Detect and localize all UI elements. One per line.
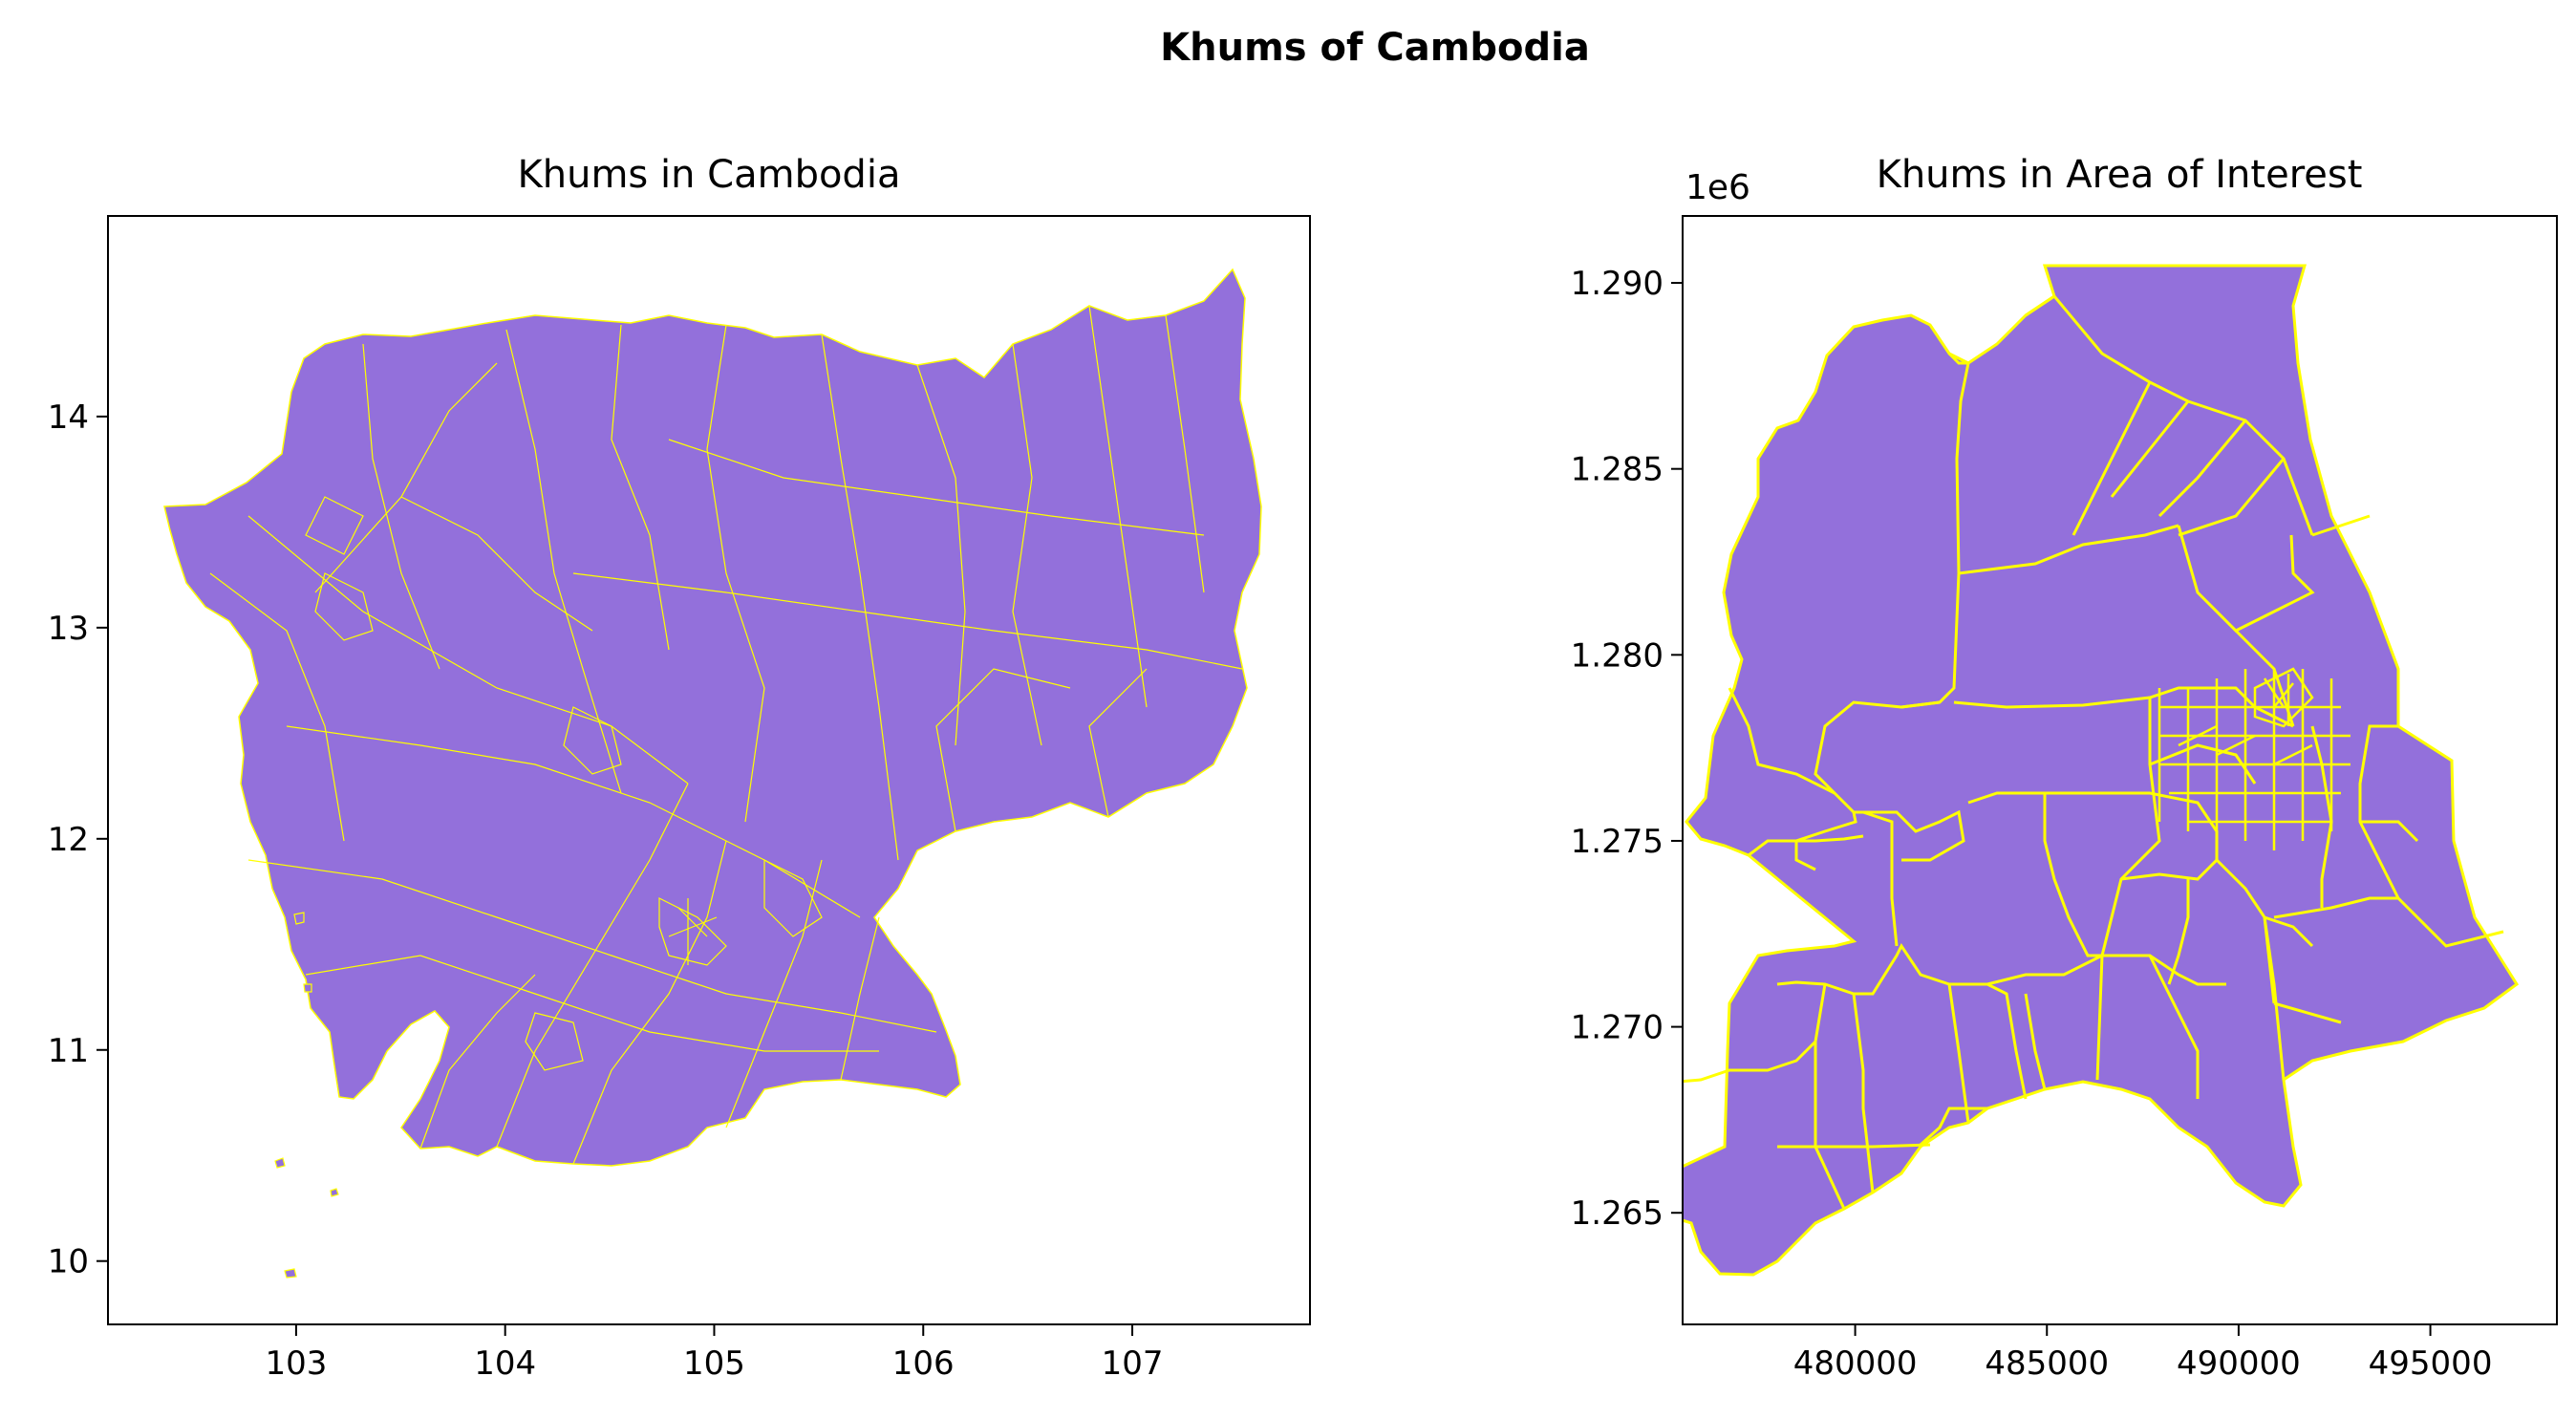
x-tick-label-cambodia: 104 — [474, 1344, 536, 1383]
map-area-of-interest — [1683, 264, 2520, 1277]
y-tick-label-aoi: 1.290 — [1571, 265, 1664, 303]
map-cambodia — [163, 268, 1262, 1279]
cambodia-dense-clusters — [305, 496, 823, 1071]
x-tick-label-aoi: 485000 — [1985, 1344, 2109, 1383]
y-tick-label-cambodia: 13 — [48, 610, 89, 648]
cambodia-landmass — [163, 268, 1262, 1167]
x-tick-label-cambodia: 105 — [683, 1344, 745, 1383]
y-tick-label-cambodia: 14 — [48, 398, 89, 437]
x-axis-cambodia: 103 104 105 106 107 — [265, 1324, 1163, 1383]
y-tick-label-aoi: 1.275 — [1571, 823, 1664, 861]
y-axis-cambodia: 10 11 12 13 14 — [48, 398, 108, 1281]
figure-suptitle: Khums of Cambodia — [1160, 26, 1590, 70]
y-tick-label-cambodia: 10 — [48, 1243, 89, 1281]
y-tick-label-aoi: 1.270 — [1571, 1009, 1664, 1047]
x-tick-label-cambodia: 106 — [892, 1344, 955, 1383]
aoi-outline — [1683, 264, 2520, 1277]
y-tick-label-cambodia: 11 — [48, 1032, 89, 1070]
x-tick-label-aoi: 480000 — [1793, 1344, 1918, 1383]
cambodia-islands — [274, 912, 339, 1279]
y-tick-label-aoi: 1.285 — [1571, 451, 1664, 489]
cambodia-khum-boundaries — [209, 305, 1243, 1165]
x-tick-label-cambodia: 103 — [265, 1344, 327, 1383]
axes-frame-aoi — [1682, 215, 2558, 1325]
y-axis-offset-label: 1e6 — [1685, 168, 1750, 207]
panel-area-of-interest: Khums in Area of Interest 1e6 — [1571, 153, 2558, 1383]
axes-frame-cambodia — [107, 215, 1311, 1325]
y-axis-aoi: 1.265 1.270 1.275 1.280 1.285 1.290 — [1571, 265, 1683, 1233]
aoi-khum-boundaries — [1683, 294, 2504, 1210]
panel-cambodia-title: Khums in Cambodia — [518, 153, 901, 197]
panel-cambodia: Khums in Cambodia — [48, 153, 1311, 1383]
y-tick-label-aoi: 1.265 — [1571, 1194, 1664, 1233]
x-tick-label-aoi: 490000 — [2177, 1344, 2301, 1383]
panel-aoi-title: Khums in Area of Interest — [1877, 153, 2363, 197]
x-tick-label-aoi: 495000 — [2369, 1344, 2493, 1383]
y-tick-label-aoi: 1.280 — [1571, 636, 1664, 675]
y-tick-label-cambodia: 12 — [48, 821, 89, 859]
x-axis-aoi: 480000 485000 490000 495000 — [1793, 1324, 2493, 1383]
x-tick-label-cambodia: 107 — [1102, 1344, 1164, 1383]
aoi-central-grid — [2157, 667, 2351, 850]
